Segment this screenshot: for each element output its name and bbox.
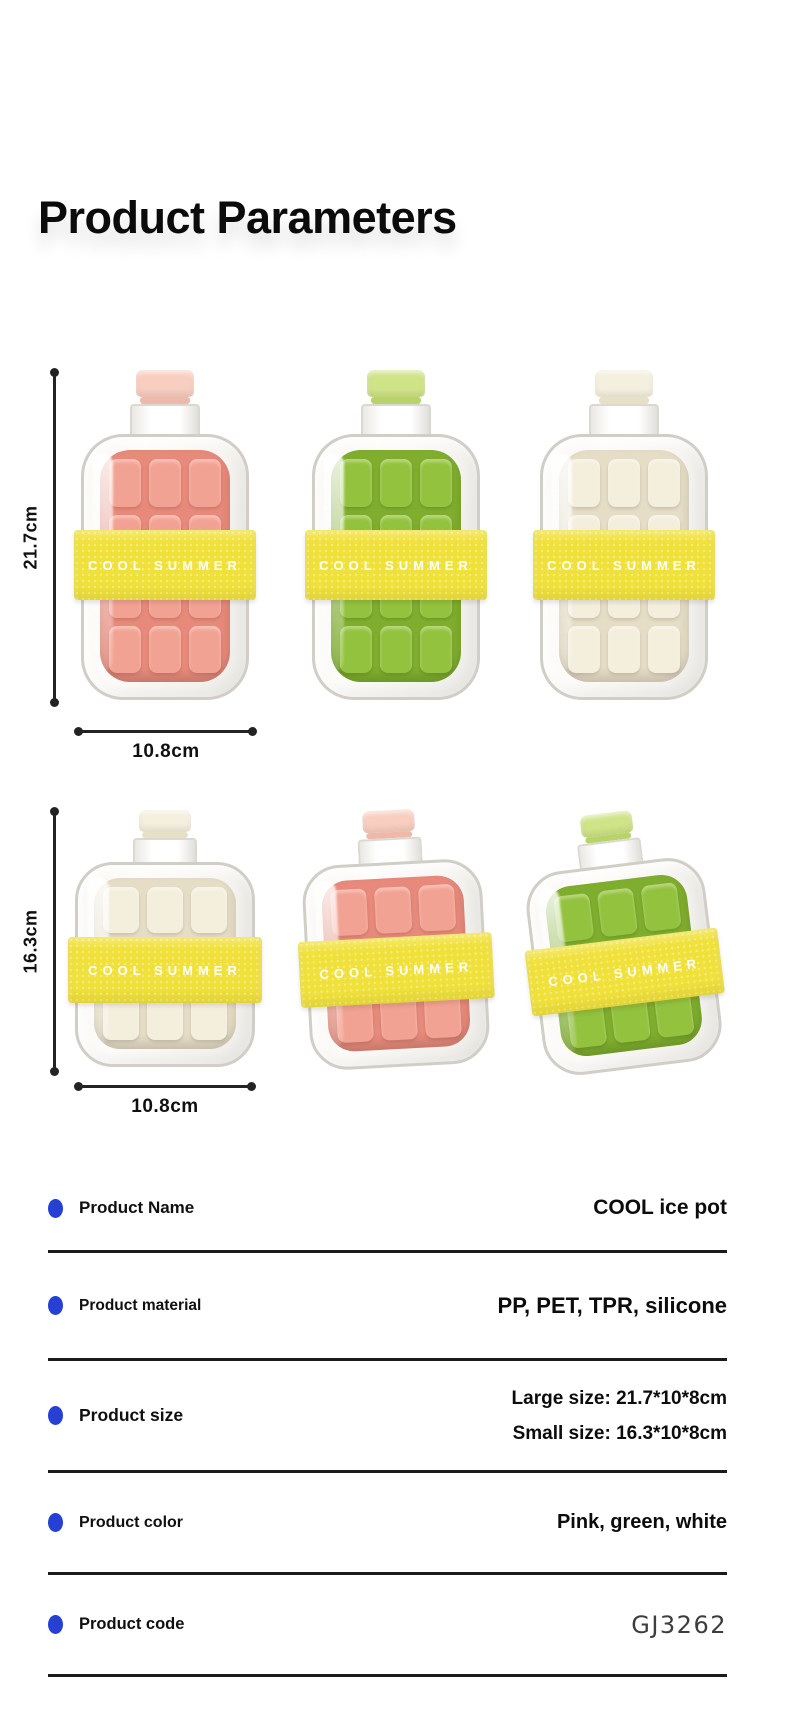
cool-summer-band: COOL SUMMER — [305, 530, 487, 600]
spec-label-group: Product color — [48, 1513, 183, 1532]
spec-value-line-large: Large size: 21.7*10*8cm — [511, 1387, 727, 1409]
band-label: COOL SUMMER — [88, 962, 242, 978]
spec-value: Large size: 21.7*10*8cm Small size: 16.3… — [512, 1381, 727, 1451]
cool-summer-band: COOL SUMMER — [297, 931, 495, 1009]
ice-cube-cell — [553, 892, 595, 943]
ice-cube-cell — [420, 459, 452, 507]
cool-summer-band: COOL SUMMER — [74, 530, 256, 600]
band-label: COOL SUMMER — [319, 557, 473, 573]
ice-cube-cell — [648, 459, 680, 507]
spec-value-line-small: Small size: 16.3*10*8cm — [512, 1422, 727, 1444]
bottle-cap — [367, 370, 425, 397]
spec-label-group: Product size — [48, 1405, 183, 1426]
ice-cube-cell — [149, 625, 181, 673]
band-label: COOL SUMMER — [319, 958, 474, 982]
dimension-line-width-large — [74, 727, 257, 736]
spec-value: COOL ice pot — [593, 1196, 727, 1219]
spec-label-group: Product material — [48, 1296, 201, 1315]
ice-cube-cell — [380, 459, 412, 507]
bottle-cap — [595, 370, 653, 397]
spec-table: Product Name COOL ice pot Product materi… — [48, 1166, 727, 1677]
ice-cube-cell — [568, 625, 600, 673]
page-title: Product Parameters — [38, 192, 457, 243]
bottle-large-white: COOL SUMMER — [533, 370, 715, 700]
ice-cube-cell — [420, 625, 452, 673]
ice-cube-cell — [568, 459, 600, 507]
ice-cube-cell — [103, 887, 139, 933]
dimension-label-height-small: 16.3cm — [20, 909, 41, 974]
bottle-cap — [139, 810, 191, 832]
bottle-collar — [599, 397, 649, 404]
ice-cube-cell — [640, 882, 682, 932]
dimension-line-height-large — [50, 368, 59, 707]
spec-label: Product code — [79, 1615, 185, 1633]
ice-cube-cell — [340, 459, 372, 507]
dimension-label-width-large: 10.8cm — [132, 741, 200, 762]
ice-cube-cell — [596, 887, 639, 938]
spec-row-product-material: Product material PP, PET, TPR, silicone — [48, 1253, 727, 1361]
ice-cube-cell — [191, 887, 227, 933]
spec-row-product-code: Product code GJ3262 — [48, 1575, 727, 1677]
ice-cube-cell — [340, 625, 372, 673]
bullet-icon — [48, 1296, 63, 1315]
bottle-neck — [589, 404, 659, 436]
ice-cube-cell — [189, 625, 221, 673]
dimension-label-width-small: 10.8cm — [131, 1096, 199, 1117]
bottle-neck — [133, 838, 197, 864]
bullet-icon — [48, 1513, 63, 1532]
ice-cube-cell — [373, 886, 413, 934]
band-label: COOL SUMMER — [547, 557, 701, 573]
bottle-cap — [136, 370, 194, 397]
spec-label: Product material — [79, 1296, 202, 1314]
ice-cube-cell — [608, 625, 640, 673]
bullet-icon — [48, 1615, 63, 1634]
spec-value: GJ3262 — [631, 1610, 727, 1639]
spec-row-product-size: Product size Large size: 21.7*10*8cm Sma… — [48, 1361, 727, 1473]
ice-cube-cell — [417, 883, 457, 932]
spec-label-group: Product code — [48, 1615, 184, 1634]
dimension-line-width-small — [74, 1082, 256, 1091]
spec-label: Product Name — [79, 1198, 195, 1217]
spec-row-product-name: Product Name COOL ice pot — [48, 1166, 727, 1253]
cool-summer-band: COOL SUMMER — [533, 530, 715, 600]
ice-cube-cell — [330, 888, 369, 936]
ice-cube-cell — [109, 459, 141, 507]
spec-label: Product size — [79, 1405, 184, 1425]
bottle-collar — [142, 832, 188, 838]
band-label: COOL SUMMER — [88, 557, 242, 573]
ice-cube-cell — [189, 459, 221, 507]
bottle-cap — [361, 808, 416, 834]
bottle-large-green: COOL SUMMER — [305, 370, 487, 700]
dimension-label-height-large: 21.7cm — [20, 505, 41, 570]
spec-label-group: Product Name — [48, 1198, 194, 1218]
cool-summer-band: COOL SUMMER — [68, 937, 262, 1003]
ice-cube-cell — [608, 459, 640, 507]
bottle-small-white: COOL SUMMER — [68, 810, 262, 1067]
bottle-collar — [140, 397, 190, 404]
dimension-line-height-small — [50, 807, 59, 1076]
band-label: COOL SUMMER — [547, 955, 702, 989]
bottle-collar — [371, 397, 421, 404]
ice-cube-cell — [109, 625, 141, 673]
bottle-small-pink: COOL SUMMER — [297, 806, 495, 1072]
bottle-neck — [361, 404, 431, 436]
bottle-neck — [130, 404, 200, 436]
spec-value: Pink, green, white — [556, 1511, 727, 1533]
spec-label: Product color — [79, 1513, 184, 1531]
ice-cube-cell — [648, 625, 680, 673]
spec-row-product-color: Product color Pink, green, white — [48, 1473, 727, 1575]
ice-cube-cell — [147, 887, 183, 933]
bullet-icon — [48, 1198, 63, 1218]
ice-cube-cell — [149, 459, 181, 507]
bottle-small-green: COOL SUMMER — [516, 802, 726, 1080]
ice-cube-cell — [380, 625, 412, 673]
spec-value: PP, PET, TPR, silicone — [497, 1292, 727, 1318]
bullet-icon — [48, 1406, 63, 1425]
bottle-large-pink: COOL SUMMER — [74, 370, 256, 700]
